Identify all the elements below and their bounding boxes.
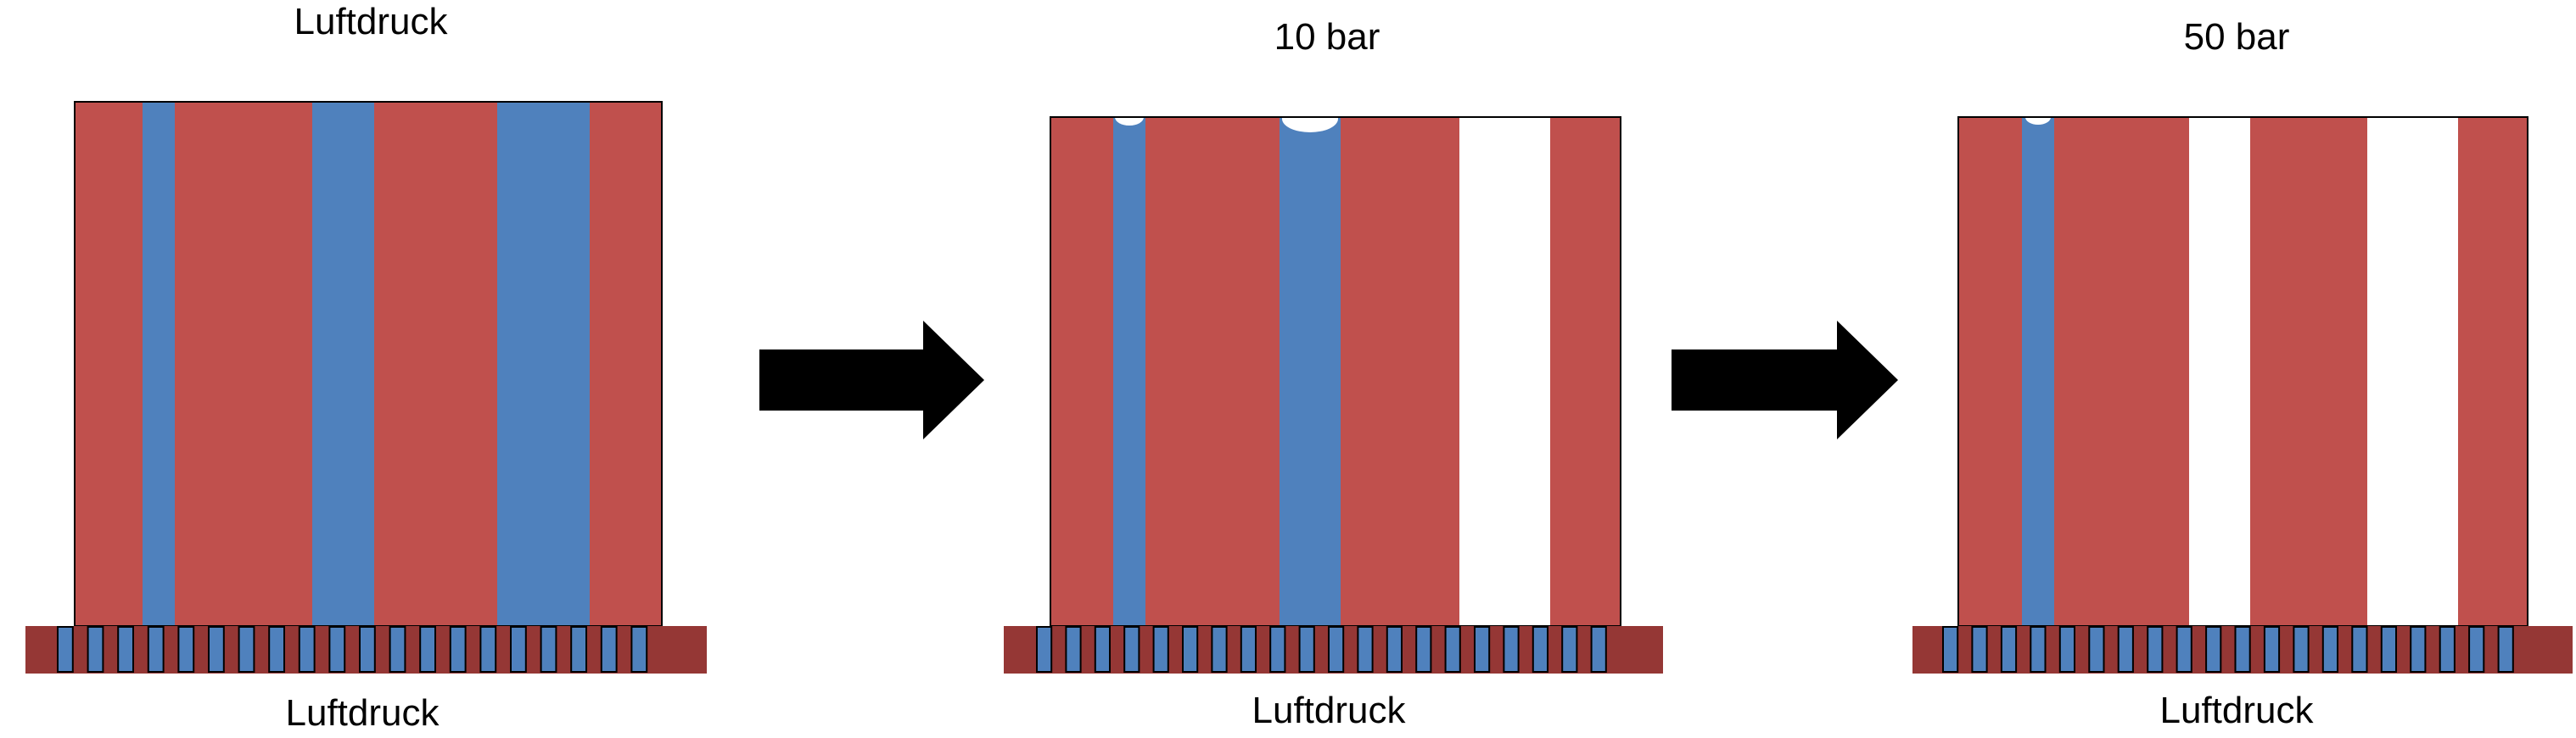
membrane-pore — [1036, 626, 1053, 673]
membrane-pore — [419, 626, 437, 673]
membrane-pore — [2234, 626, 2251, 673]
membrane-pore — [1182, 626, 1199, 673]
panel-3-top-label: 50 bar — [2184, 16, 2290, 58]
membrane-pore — [208, 626, 225, 673]
membrane-pore — [2439, 626, 2456, 673]
panel-2: 10 bar Luftdruck — [1004, 16, 1663, 731]
panel-1-channel-1 — [143, 102, 175, 626]
membrane-pore — [600, 626, 618, 673]
membrane-pore — [1328, 626, 1345, 673]
membrane-pore — [2088, 626, 2105, 673]
panel-1-bottom-label: Luftdruck — [286, 692, 440, 734]
panel-3: 50 bar Luftdruck — [1912, 16, 2573, 731]
arrow-right-icon — [759, 321, 984, 439]
membrane-pore — [1152, 626, 1169, 673]
membrane-pore — [57, 626, 74, 673]
membrane-pore — [2293, 626, 2310, 673]
panel-1-membrane — [25, 626, 707, 674]
panel-2-meniscus-2 — [1282, 105, 1338, 132]
membrane-pore — [2380, 626, 2398, 673]
membrane-pore — [449, 626, 467, 673]
membrane-pore — [1590, 626, 1607, 673]
membrane-pore — [117, 626, 134, 673]
membrane-pore — [2497, 626, 2514, 673]
membrane-pore — [1386, 626, 1403, 673]
membrane-pore — [1269, 626, 1286, 673]
panel-2-channel-2 — [1280, 117, 1341, 626]
panel-1-top-label: Luftdruck — [294, 1, 449, 42]
membrane-pore — [1971, 626, 1988, 673]
membrane-pore — [2176, 626, 2192, 673]
membrane-pore — [2205, 626, 2222, 673]
panel-2-channel-1 — [1113, 117, 1145, 626]
membrane-pore — [1942, 626, 1959, 673]
membrane-pore — [1561, 626, 1578, 673]
membrane-pore — [2410, 626, 2427, 673]
membrane-pore — [2351, 626, 2368, 673]
membrane-pore — [147, 626, 165, 673]
membrane-pore — [1123, 626, 1140, 673]
membrane-pore — [177, 626, 195, 673]
membrane-pore — [2030, 626, 2047, 673]
panel-3-pores — [1942, 626, 2514, 673]
membrane-pore — [389, 626, 406, 673]
membrane-pore — [2000, 626, 2018, 673]
panel-3-membrane — [1912, 626, 2573, 674]
membrane-pore — [359, 626, 376, 673]
membrane-pore — [1532, 626, 1549, 673]
panel-1-channel-3 — [497, 102, 590, 626]
panel-3-channel-2-empty — [2189, 117, 2250, 626]
panel-2-top-label: 10 bar — [1274, 16, 1380, 58]
panel-2-membrane — [1004, 626, 1663, 674]
membrane-pore — [1094, 626, 1112, 673]
membrane-pore — [630, 626, 648, 673]
panel-1: Luftdruck Luftdruck — [25, 1, 707, 734]
membrane-pore — [1240, 626, 1257, 673]
membrane-pore — [2468, 626, 2485, 673]
panel-2-block — [1050, 105, 1621, 627]
membrane-pore — [2147, 626, 2164, 673]
panel-2-bottom-label: Luftdruck — [1252, 690, 1407, 731]
panel-3-block — [1957, 109, 2528, 627]
membrane-pore — [2263, 626, 2281, 673]
membrane-pore — [2321, 626, 2339, 673]
membrane-pore — [268, 626, 286, 673]
panel-2-channel-3-empty — [1459, 117, 1550, 626]
panel-3-bottom-label: Luftdruck — [2160, 690, 2315, 731]
membrane-pore — [1065, 626, 1082, 673]
membrane-pore — [2058, 626, 2076, 673]
panel-3-channel-3-empty — [2367, 117, 2458, 626]
membrane-pore — [238, 626, 255, 673]
panel-1-block — [74, 101, 663, 627]
membrane-pore — [510, 626, 527, 673]
membrane-pore — [1415, 626, 1432, 673]
membrane-pore — [328, 626, 346, 673]
panel-3-channel-1 — [2022, 117, 2054, 626]
membrane-pore — [298, 626, 316, 673]
membrane-pore — [1444, 626, 1461, 673]
membrane-pore — [1298, 626, 1315, 673]
panel-1-channel-2 — [312, 102, 374, 626]
membrane-pore — [1474, 626, 1491, 673]
panel-2-pores — [1036, 626, 1607, 673]
membrane-pore — [87, 626, 104, 673]
arrow-right-icon — [1672, 321, 1898, 439]
membrane-pore — [1503, 626, 1520, 673]
panel-1-pores — [57, 626, 648, 673]
membrane-pore — [540, 626, 557, 673]
membrane-pore — [479, 626, 497, 673]
membrane-pore — [570, 626, 588, 673]
membrane-pore — [1357, 626, 1374, 673]
membrane-pore — [2117, 626, 2134, 673]
membrane-pore — [1211, 626, 1228, 673]
